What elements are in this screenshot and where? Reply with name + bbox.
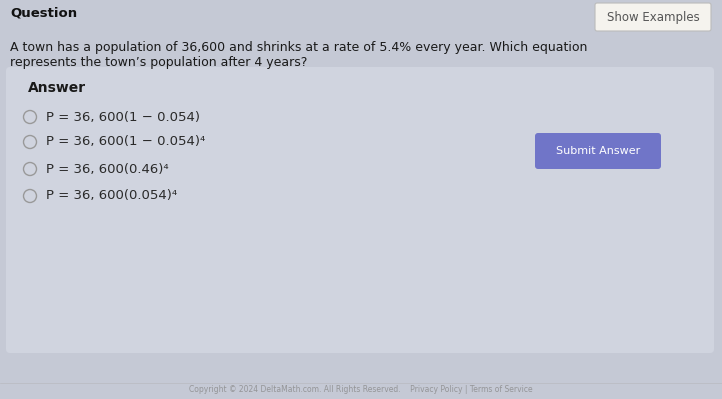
Circle shape	[24, 162, 37, 176]
Text: P = 36, 600(0.054)⁴: P = 36, 600(0.054)⁴	[46, 190, 177, 203]
Text: P = 36, 600(1 − 0.054)⁴: P = 36, 600(1 − 0.054)⁴	[46, 136, 205, 148]
Text: A town has a population of 36,600 and shrinks at a rate of 5.4% every year. Whic: A town has a population of 36,600 and sh…	[10, 41, 588, 54]
Text: Submit Answer: Submit Answer	[556, 146, 640, 156]
Text: Question: Question	[10, 7, 77, 20]
Text: Copyright © 2024 DeltaMath.com. All Rights Reserved.    Privacy Policy | Terms o: Copyright © 2024 DeltaMath.com. All Righ…	[189, 385, 533, 395]
Text: Answer: Answer	[28, 81, 86, 95]
Circle shape	[24, 136, 37, 148]
Text: P = 36, 600(1 − 0.054): P = 36, 600(1 − 0.054)	[46, 111, 200, 124]
FancyBboxPatch shape	[535, 133, 661, 169]
Text: represents the town’s population after 4 years?: represents the town’s population after 4…	[10, 56, 308, 69]
Circle shape	[24, 111, 37, 124]
FancyBboxPatch shape	[6, 67, 714, 353]
Text: P = 36, 600(0.46)⁴: P = 36, 600(0.46)⁴	[46, 162, 169, 176]
Circle shape	[24, 190, 37, 203]
FancyBboxPatch shape	[595, 3, 711, 31]
Text: Show Examples: Show Examples	[606, 10, 700, 24]
